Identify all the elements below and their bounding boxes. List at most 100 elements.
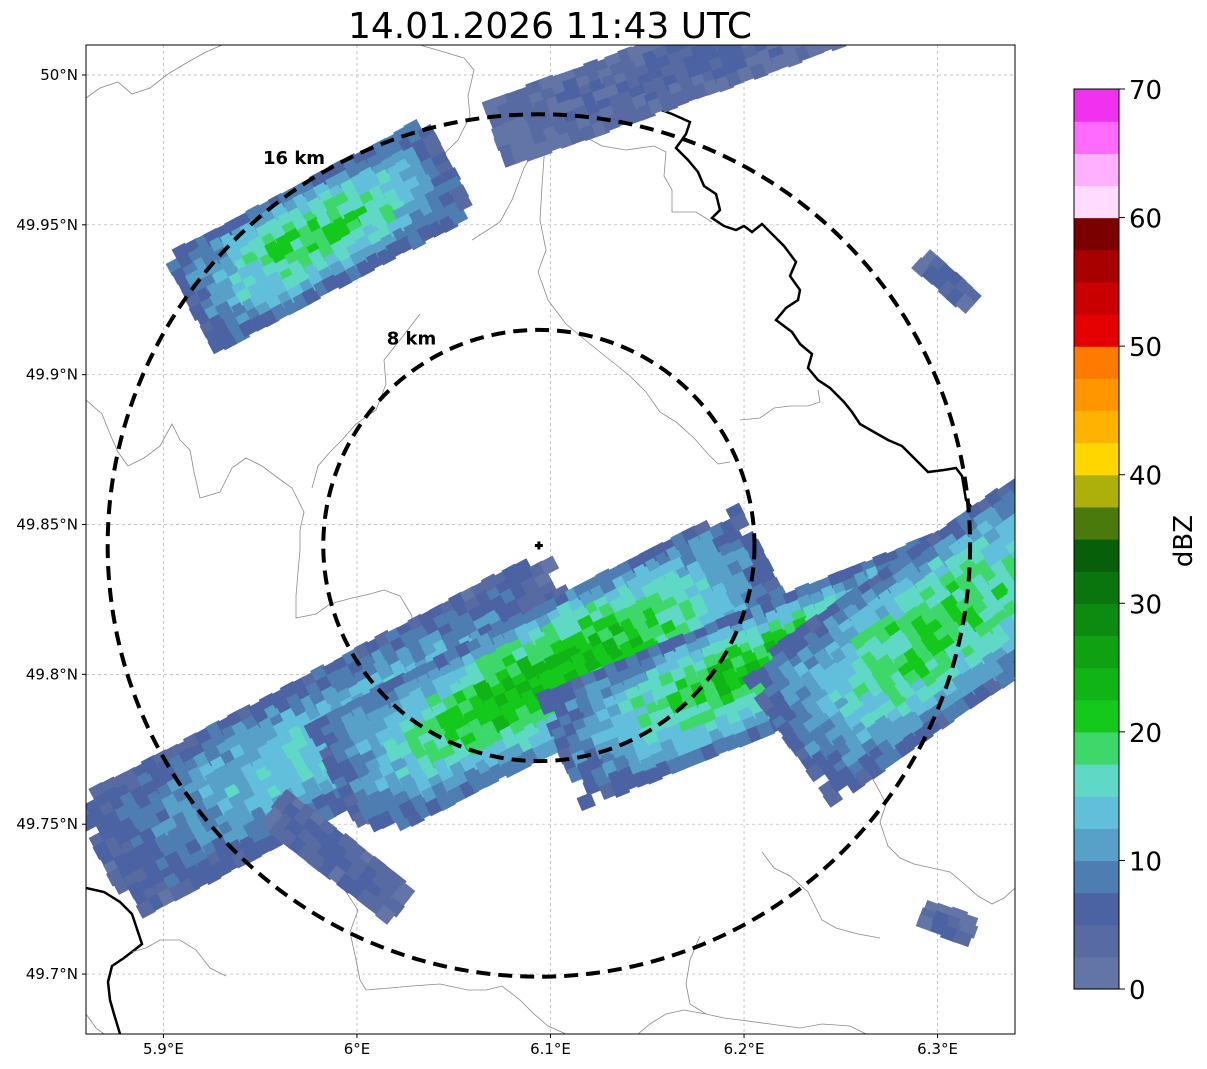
lat-tick-label: 49.95°N (16, 216, 78, 234)
echo-block (803, 0, 822, 17)
echo-block (1055, 502, 1076, 522)
echo-block (862, 0, 881, 8)
echo-block (979, 629, 1000, 650)
echo-block (374, 904, 396, 925)
colorbar-step (1074, 539, 1119, 572)
echo-block (1052, 602, 1073, 622)
echo-block (1021, 514, 1042, 534)
colorbar-step (1074, 828, 1119, 862)
lat-tick-label: 49.85°N (16, 516, 78, 534)
colorbar-step (1074, 281, 1119, 315)
echo-block (1038, 477, 1059, 497)
echo-block (1002, 574, 1015, 595)
echo-block (1017, 493, 1038, 513)
echo-block (1024, 524, 1045, 544)
echo-block (798, 24, 817, 42)
colorbar-step (1074, 571, 1119, 604)
range-ring-label: 16 km (263, 148, 325, 169)
colorbar-step (1074, 924, 1119, 958)
echo-block (1019, 600, 1040, 620)
country-border-southwest (86, 886, 144, 1034)
colorbar-tick-label: 0 (1129, 976, 1146, 1006)
range-ring-16km (105, 112, 973, 979)
echo-block (1049, 579, 1070, 599)
echo-block (1024, 585, 1045, 605)
echo-block (1039, 585, 1060, 605)
echo-block (1006, 645, 1015, 666)
echo-block (822, 0, 841, 2)
echo-block (766, 3, 785, 21)
colorbar-step (1074, 956, 1119, 990)
echo-block (1017, 577, 1038, 597)
lat-tick-label: 50°N (40, 66, 78, 84)
lat-tick-label: 49.75°N (16, 815, 78, 833)
echo-block (1052, 541, 1073, 561)
echo-southeast-fleck (915, 899, 979, 948)
echo-block (819, 740, 840, 761)
colorbar-step (1074, 764, 1119, 797)
echo-block (855, 1, 874, 19)
echo-block (576, 792, 596, 812)
colorbar-steps (1074, 89, 1119, 990)
colorbar-step (1074, 892, 1119, 926)
echo-block (1048, 532, 1069, 552)
colorbar-tick-label: 30 (1129, 590, 1162, 620)
echo-block (1013, 592, 1015, 613)
echo-block (1026, 632, 1047, 652)
echo-block (1047, 595, 1068, 615)
echo-block (861, 19, 880, 37)
echo-block (1042, 634, 1063, 654)
echo-block (895, 7, 914, 25)
colorbar-step (1074, 121, 1119, 154)
echo-block (448, 206, 469, 226)
echo-block (848, 0, 867, 1)
colorbar-step (1074, 217, 1119, 251)
echo-block (955, 293, 976, 314)
echo-block (1013, 567, 1015, 588)
echo-block (1013, 506, 1015, 527)
lat-tick-label: 49.7°N (26, 965, 78, 983)
echo-block (1053, 564, 1074, 584)
echo-block (769, 14, 788, 32)
echo-block (945, 287, 966, 308)
echo-block (1035, 491, 1056, 511)
echo-block (782, 9, 801, 27)
echo-block (1023, 538, 1044, 558)
echo-block (1015, 617, 1036, 637)
echo-block (813, 0, 832, 13)
echo-block (729, 512, 750, 532)
lon-tick-label: 5.9°E (143, 1040, 184, 1058)
colorbar-step (1074, 89, 1119, 122)
echo-block (1054, 587, 1075, 607)
echo-block (332, 270, 353, 290)
colorbar-step (1074, 378, 1119, 412)
colorbar-step (1074, 442, 1119, 476)
echo-block (877, 0, 896, 10)
echo-block (1001, 488, 1015, 509)
lat-tick-label: 49.9°N (26, 366, 78, 384)
echo-block (999, 528, 1015, 549)
echo-block (1036, 515, 1057, 535)
echo-block (1032, 531, 1053, 551)
echo-block (872, 17, 891, 35)
echo-block (1005, 537, 1015, 559)
latitude-axis: 50°N 49.95°N 49.9°N 49.85°N 49.8°N 49.75°N 49.… (16, 66, 86, 983)
colorbar-step (1074, 731, 1119, 765)
echo-block (1000, 552, 1015, 573)
echo-block (1040, 523, 1061, 543)
echo-block (453, 192, 473, 213)
echo-block (788, 0, 807, 15)
echo-block (866, 0, 885, 17)
colorbar-tick-label: 60 (1129, 205, 1162, 235)
colorbar-tick-label: 20 (1129, 719, 1162, 749)
echo-block (822, 787, 844, 808)
colorbar-ticks: 0 10 20 30 40 50 60 70 (1119, 76, 1162, 1006)
colorbar-step (1074, 153, 1119, 187)
colorbar-step (1074, 474, 1119, 508)
echo-block (1005, 560, 1015, 581)
echo-block (1007, 495, 1015, 517)
echo-block (1029, 569, 1050, 589)
echo-block (1053, 625, 1074, 645)
echo-block (937, 280, 959, 301)
echo-block (1014, 530, 1015, 551)
